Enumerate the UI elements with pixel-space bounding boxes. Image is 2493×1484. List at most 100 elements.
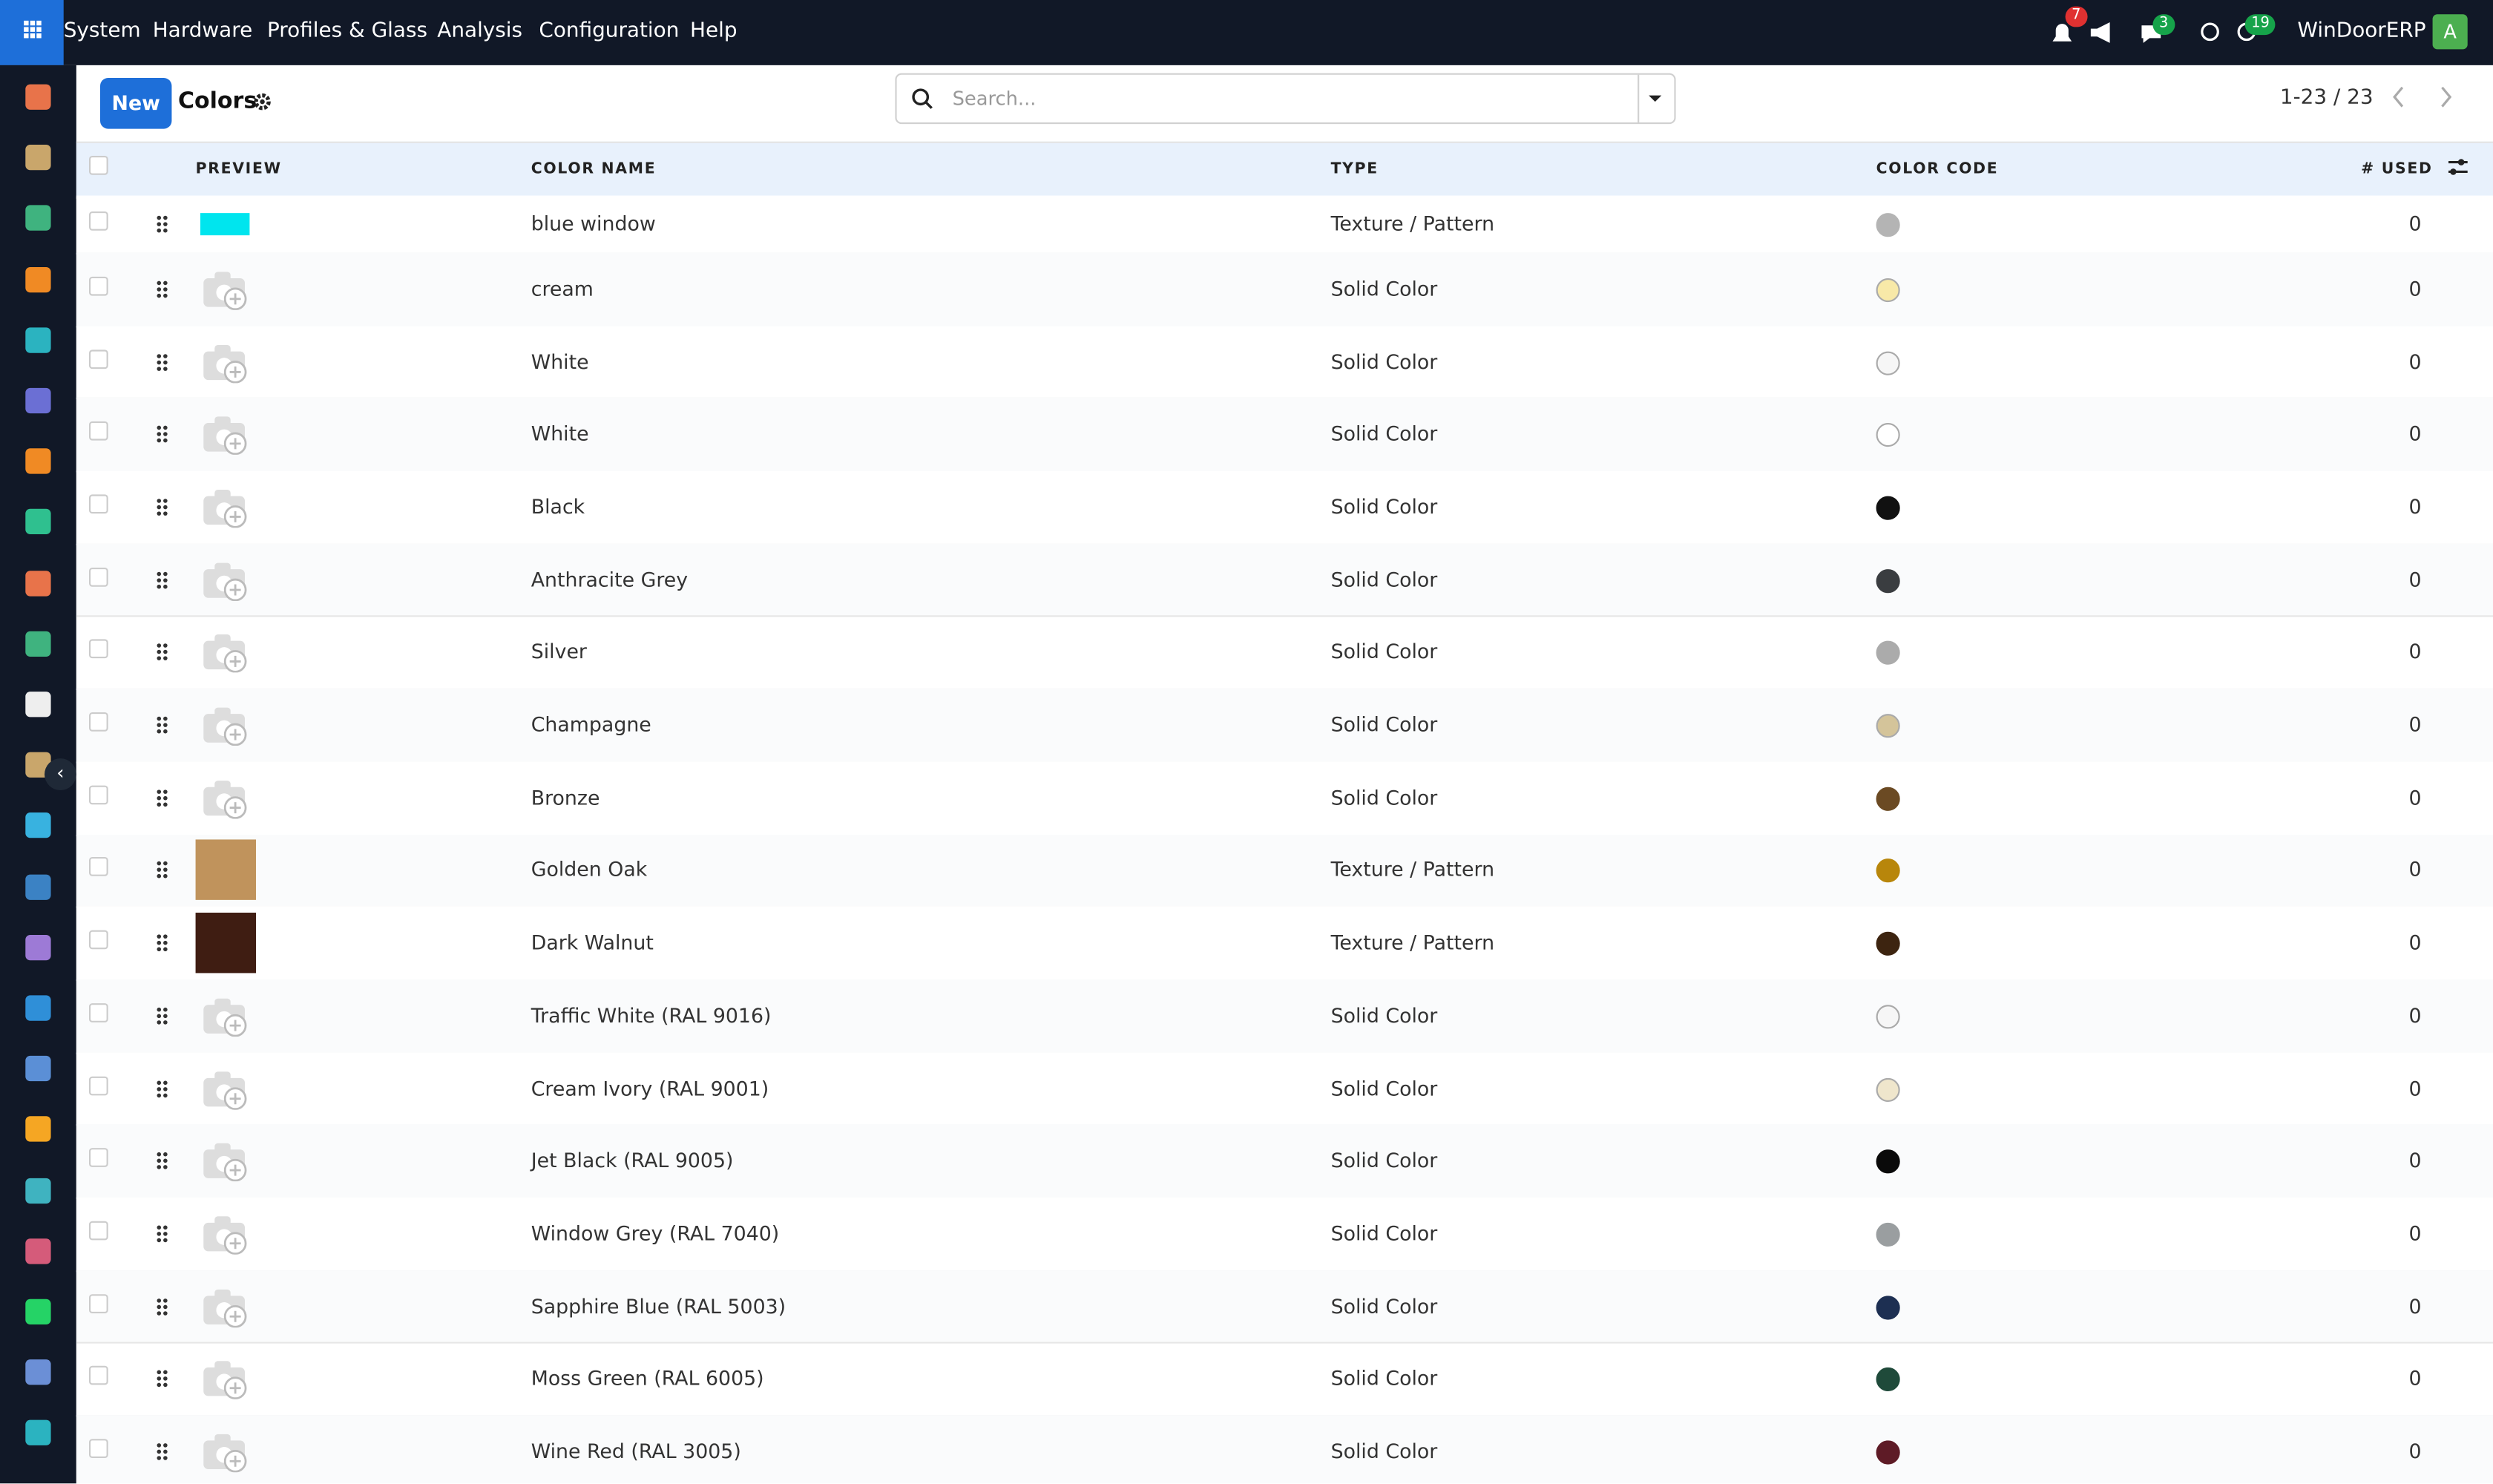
app-icon[interactable] xyxy=(25,326,51,353)
preview-placeholder[interactable] xyxy=(200,631,252,674)
pager-arrows[interactable] xyxy=(2385,82,2464,111)
row-checkbox[interactable] xyxy=(89,930,108,950)
app-icon[interactable] xyxy=(25,206,51,232)
app-icon[interactable] xyxy=(25,1420,51,1446)
preview-placeholder[interactable] xyxy=(200,777,252,819)
drag-handle[interactable] xyxy=(156,643,168,666)
preview-placeholder[interactable] xyxy=(200,1140,252,1182)
row-checkbox[interactable] xyxy=(89,276,108,296)
drag-handle[interactable] xyxy=(156,1006,168,1030)
table-row[interactable]: Dark Walnut Texture / Pattern 0 xyxy=(76,907,2493,982)
table-row[interactable]: Traffic White (RAL 9016) Solid Color 0 xyxy=(76,979,2493,1054)
row-checkbox[interactable] xyxy=(89,567,108,586)
app-icon[interactable] xyxy=(25,84,51,110)
table-row[interactable]: Jet Black (RAL 9005) Solid Color 0 xyxy=(76,1124,2493,1199)
menu-item[interactable]: System xyxy=(63,19,141,43)
table-row[interactable]: White Solid Color 0 xyxy=(76,398,2493,473)
app-icon[interactable] xyxy=(25,145,51,171)
row-checkbox[interactable] xyxy=(89,349,108,369)
preview-placeholder[interactable] xyxy=(200,559,252,601)
app-icon[interactable] xyxy=(25,509,51,535)
drag-handle[interactable] xyxy=(156,1224,168,1248)
menu-item[interactable]: Analysis xyxy=(437,19,523,43)
table-row[interactable]: Black Solid Color 0 xyxy=(76,470,2493,545)
drag-handle[interactable] xyxy=(156,214,168,238)
column-header[interactable]: COLOR NAME xyxy=(531,160,657,178)
table-row[interactable]: blue window Texture / Pattern 0 xyxy=(76,195,2493,255)
table-row[interactable]: Moss Green (RAL 6005) Solid Color 0 xyxy=(76,1342,2493,1417)
row-checkbox[interactable] xyxy=(89,421,108,441)
table-row[interactable]: Wine Red (RAL 3005) Solid Color 0 xyxy=(76,1415,2493,1484)
preview-placeholder[interactable] xyxy=(200,995,252,1037)
row-checkbox[interactable] xyxy=(89,712,108,732)
table-row[interactable]: Golden Oak Texture / Pattern 0 xyxy=(76,834,2493,909)
drag-handle[interactable] xyxy=(156,715,168,739)
row-checkbox[interactable] xyxy=(89,857,108,877)
apps-button[interactable] xyxy=(0,0,64,65)
preview-placeholder[interactable] xyxy=(200,269,252,310)
app-icon[interactable] xyxy=(25,448,51,474)
row-checkbox[interactable] xyxy=(89,785,108,804)
row-checkbox[interactable] xyxy=(89,1221,108,1241)
row-checkbox[interactable] xyxy=(89,1439,108,1459)
new-button[interactable]: New xyxy=(100,78,172,129)
table-row[interactable]: Sapphire Blue (RAL 5003) Solid Color 0 xyxy=(76,1270,2493,1345)
app-icon[interactable] xyxy=(25,387,51,414)
drag-handle[interactable] xyxy=(156,352,168,376)
app-icon[interactable] xyxy=(25,1238,51,1264)
row-checkbox[interactable] xyxy=(89,211,108,231)
row-checkbox[interactable] xyxy=(89,1002,108,1022)
drag-handle[interactable] xyxy=(156,933,168,957)
drag-handle[interactable] xyxy=(156,425,168,449)
drag-handle[interactable] xyxy=(156,1370,168,1393)
menu-item[interactable]: Configuration xyxy=(539,19,680,43)
table-row[interactable]: Bronze Solid Color 0 xyxy=(76,761,2493,836)
row-checkbox[interactable] xyxy=(89,1293,108,1313)
drag-handle[interactable] xyxy=(156,498,168,522)
app-icon[interactable] xyxy=(25,1298,51,1324)
row-checkbox[interactable] xyxy=(89,1366,108,1386)
app-icon[interactable] xyxy=(25,995,51,1021)
app-icon[interactable] xyxy=(25,266,51,292)
preview-placeholder[interactable] xyxy=(200,414,252,456)
drag-handle[interactable] xyxy=(156,1297,168,1321)
drag-handle[interactable] xyxy=(156,1442,168,1466)
preview-placeholder[interactable] xyxy=(200,487,252,528)
table-row[interactable]: Window Grey (RAL 7040) Solid Color 0 xyxy=(76,1197,2493,1272)
menu-item[interactable]: Profiles & Glass xyxy=(267,19,427,43)
column-header[interactable]: TYPE xyxy=(1330,160,1379,178)
app-icon[interactable] xyxy=(25,873,51,899)
column-settings[interactable] xyxy=(2447,157,2469,177)
drag-handle[interactable] xyxy=(156,1079,168,1103)
row-checkbox[interactable] xyxy=(89,640,108,659)
row-checkbox[interactable] xyxy=(89,1148,108,1168)
preview-placeholder[interactable] xyxy=(200,1286,252,1327)
select-all[interactable] xyxy=(89,156,108,175)
app-icon[interactable] xyxy=(25,934,51,960)
app-icon[interactable] xyxy=(25,570,51,596)
preview-placeholder[interactable] xyxy=(200,1068,252,1110)
app-icon[interactable] xyxy=(25,812,51,839)
settings-icon[interactable] xyxy=(253,92,272,111)
table-row[interactable]: Cream Ivory (RAL 9001) Solid Color 0 xyxy=(76,1051,2493,1126)
table-row[interactable]: White Solid Color 0 xyxy=(76,325,2493,400)
column-header[interactable]: COLOR CODE xyxy=(1876,160,1999,178)
dropdown-caret[interactable] xyxy=(1647,93,1663,103)
menu-item[interactable]: Hardware xyxy=(152,19,253,43)
app-icon[interactable] xyxy=(25,1359,51,1385)
app-icon[interactable] xyxy=(25,1056,51,1082)
row-checkbox[interactable] xyxy=(89,1075,108,1095)
column-header[interactable]: # USED xyxy=(2361,160,2433,178)
search-box[interactable]: Search... xyxy=(895,73,1676,125)
menu-item[interactable]: Help xyxy=(690,19,738,43)
table-row[interactable]: Champagne Solid Color 0 xyxy=(76,689,2493,764)
row-checkbox[interactable] xyxy=(89,494,108,514)
preview-placeholder[interactable] xyxy=(200,341,252,383)
table-row[interactable]: Silver Solid Color 0 xyxy=(76,616,2493,691)
sidebar-toggle[interactable]: ‹ xyxy=(45,758,76,790)
preview-placeholder[interactable] xyxy=(200,1213,252,1255)
avatar[interactable]: A xyxy=(2432,14,2468,50)
drag-handle[interactable] xyxy=(156,1152,168,1175)
table-row[interactable]: Anthracite Grey Solid Color 0 xyxy=(76,543,2493,618)
preview-placeholder[interactable] xyxy=(200,1431,252,1473)
